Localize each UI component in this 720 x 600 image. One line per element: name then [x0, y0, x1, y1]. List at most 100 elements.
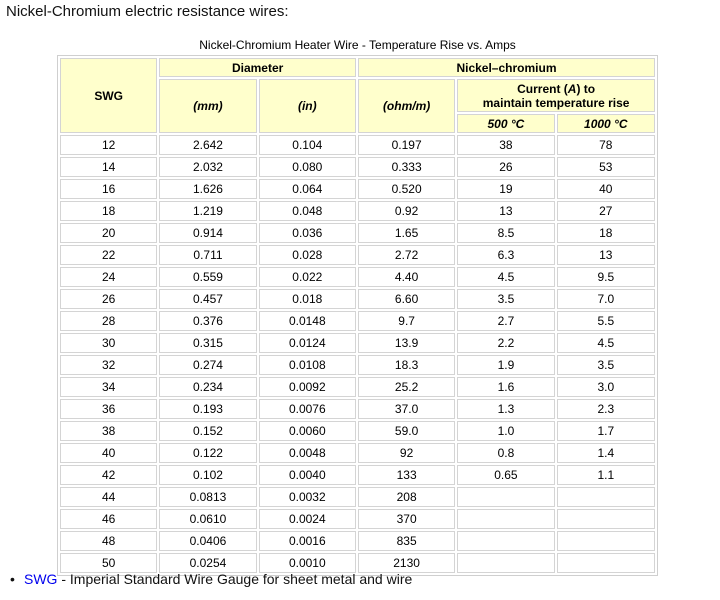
cell-mm: 0.914	[159, 223, 257, 243]
cell-1000c: 27	[556, 201, 655, 221]
cell-swg: 30	[60, 333, 158, 353]
cell-in: 0.0108	[258, 355, 356, 375]
cell-ohm: 1.65	[357, 223, 456, 243]
cell-ohm: 9.7	[357, 311, 456, 331]
cell-1000c: 5.5	[556, 311, 655, 331]
cell-ohm: 0.197	[357, 135, 456, 155]
page-heading: Nickel-Chromium electric resistance wire…	[6, 3, 289, 20]
cell-in: 0.0124	[258, 333, 356, 353]
cell-500c: 0.8	[457, 443, 555, 463]
cell-mm: 0.0813	[159, 487, 257, 507]
header-current: Current (A) to maintain temperature rise	[457, 79, 655, 112]
cell-500c: 0.65	[457, 465, 555, 485]
table-row: 28 0.376 0.0148 9.7 2.7 5.5	[60, 311, 655, 331]
cell-500c	[457, 487, 555, 507]
header-current-line2: maintain temperature rise	[482, 95, 630, 110]
cell-ohm: 18.3	[357, 355, 456, 375]
cell-500c: 38	[457, 135, 555, 155]
cell-in: 0.0048	[258, 443, 356, 463]
cell-1000c	[556, 487, 655, 507]
cell-500c: 1.9	[457, 355, 555, 375]
cell-in: 0.0076	[258, 399, 356, 419]
cell-ohm: 370	[357, 509, 456, 529]
cell-swg: 14	[60, 157, 158, 177]
cell-1000c: 3.0	[556, 377, 655, 397]
cell-in: 0.104	[258, 135, 356, 155]
table-row: 40 0.122 0.0048 92 0.8 1.4	[60, 443, 655, 463]
cell-ohm: 59.0	[357, 421, 456, 441]
cell-swg: 42	[60, 465, 158, 485]
header-current-unit: A	[567, 81, 577, 96]
cell-ohm: 2130	[357, 553, 456, 573]
cell-1000c	[556, 553, 655, 573]
cell-in: 0.064	[258, 179, 356, 199]
cell-in: 0.0148	[258, 311, 356, 331]
header-mm: (mm)	[159, 79, 257, 133]
cell-ohm: 13.9	[357, 333, 456, 353]
cell-500c: 1.0	[457, 421, 555, 441]
cell-ohm: 0.333	[357, 157, 456, 177]
cell-swg: 12	[60, 135, 158, 155]
cell-swg: 18	[60, 201, 158, 221]
cell-500c: 2.2	[457, 333, 555, 353]
cell-1000c: 1.1	[556, 465, 655, 485]
cell-swg: 32	[60, 355, 158, 375]
cell-swg: 46	[60, 509, 158, 529]
cell-ohm: 835	[357, 531, 456, 551]
table-row: 50 0.0254 0.0010 2130	[60, 553, 655, 573]
footer-bullet-item: • SWG - Imperial Standard Wire Gauge for …	[10, 571, 412, 587]
cell-mm: 0.376	[159, 311, 257, 331]
header-1000c: 1000 °C	[556, 114, 655, 133]
cell-mm: 0.152	[159, 421, 257, 441]
cell-in: 0.028	[258, 245, 356, 265]
cell-mm: 0.0254	[159, 553, 257, 573]
header-nickel-chromium: Nickel–chromium	[357, 58, 655, 77]
cell-500c: 3.5	[457, 289, 555, 309]
cell-1000c: 2.3	[556, 399, 655, 419]
cell-swg: 48	[60, 531, 158, 551]
cell-ohm: 6.60	[357, 289, 456, 309]
table-row: 46 0.0610 0.0024 370	[60, 509, 655, 529]
table-row: 14 2.032 0.080 0.333 26 53	[60, 157, 655, 177]
cell-500c	[457, 509, 555, 529]
cell-500c: 1.6	[457, 377, 555, 397]
cell-ohm: 133	[357, 465, 456, 485]
cell-swg: 26	[60, 289, 158, 309]
cell-in: 0.0010	[258, 553, 356, 573]
bullet-dot-icon: •	[10, 571, 15, 587]
cell-ohm: 4.40	[357, 267, 456, 287]
cell-mm: 1.219	[159, 201, 257, 221]
header-in: (in)	[258, 79, 356, 133]
wire-table: SWG Diameter Nickel–chromium (mm) (in) (…	[57, 55, 658, 576]
table-row: 48 0.0406 0.0016 835	[60, 531, 655, 551]
cell-in: 0.048	[258, 201, 356, 221]
swg-link[interactable]: SWG	[24, 571, 58, 587]
cell-500c: 4.5	[457, 267, 555, 287]
table-caption: Nickel-Chromium Heater Wire - Temperatur…	[199, 38, 516, 52]
table-row: 42 0.102 0.0040 133 0.65 1.1	[60, 465, 655, 485]
cell-mm: 0.0406	[159, 531, 257, 551]
header-swg: SWG	[60, 58, 158, 133]
cell-ohm: 37.0	[357, 399, 456, 419]
cell-in: 0.036	[258, 223, 356, 243]
cell-1000c: 78	[556, 135, 655, 155]
cell-in: 0.0024	[258, 509, 356, 529]
cell-1000c: 1.4	[556, 443, 655, 463]
cell-500c	[457, 553, 555, 573]
cell-mm: 0.122	[159, 443, 257, 463]
cell-500c: 2.7	[457, 311, 555, 331]
cell-swg: 34	[60, 377, 158, 397]
cell-1000c: 13	[556, 245, 655, 265]
cell-500c	[457, 531, 555, 551]
table-row: 18 1.219 0.048 0.92 13 27	[60, 201, 655, 221]
cell-1000c	[556, 509, 655, 529]
cell-1000c: 18	[556, 223, 655, 243]
table-body: 12 2.642 0.104 0.197 38 78 14 2.032 0.080 0.333 2…	[60, 135, 655, 573]
cell-ohm: 0.92	[357, 201, 456, 221]
table-row: 24 0.559 0.022 4.40 4.5 9.5	[60, 267, 655, 287]
cell-500c: 1.3	[457, 399, 555, 419]
table-row: 20 0.914 0.036 1.65 8.5 18	[60, 223, 655, 243]
cell-500c: 13	[457, 201, 555, 221]
cell-swg: 16	[60, 179, 158, 199]
cell-mm: 0.315	[159, 333, 257, 353]
